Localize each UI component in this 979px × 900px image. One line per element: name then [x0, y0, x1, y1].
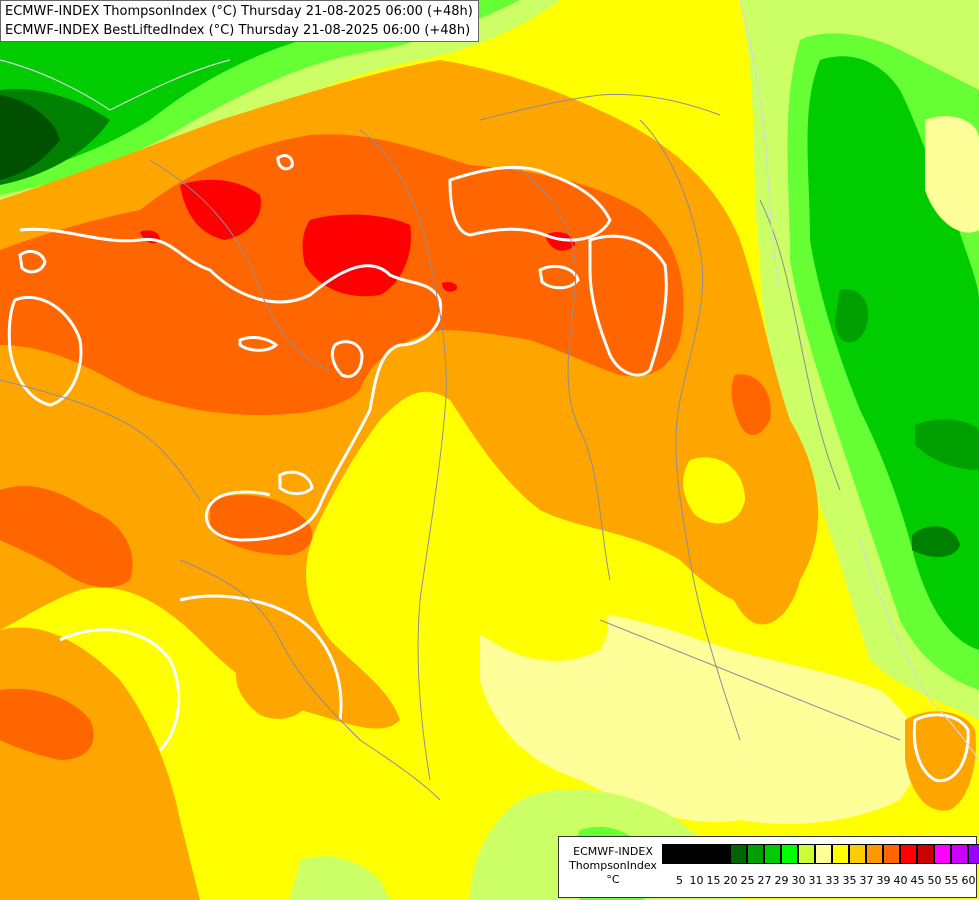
field-red-2 — [302, 214, 411, 297]
map-title-bestlifted: ECMWF-INDEX BestLiftedIndex (°C) Thursda… — [5, 23, 471, 38]
legend-swatch — [798, 844, 815, 864]
legend-tick-label: 60 — [961, 874, 976, 887]
legend-tick-label: 35 — [842, 874, 857, 887]
legend-tick-label: 30 — [791, 874, 806, 887]
legend-tick-label: 31 — [808, 874, 823, 887]
legend-title: ECMWF-INDEX ThompsonIndex °C — [567, 845, 659, 887]
border-8 — [0, 379, 201, 501]
legend-unit: °C — [606, 873, 620, 886]
legend-tick-label: 50 — [927, 874, 942, 887]
border-3 — [519, 169, 611, 581]
legend-tick-label: 55 — [944, 874, 959, 887]
legend-swatch — [730, 844, 747, 864]
legend-swatch — [713, 844, 730, 864]
legend-swatches — [662, 844, 979, 864]
legend-field: ThompsonIndex — [569, 859, 657, 872]
field-darkest-nw — [0, 95, 60, 180]
field-darkorange-east — [731, 374, 771, 435]
contour-main — [19, 227, 443, 542]
contour-small-4 — [278, 470, 314, 496]
legend-tick-label: 33 — [825, 874, 840, 887]
contour-small-1 — [18, 250, 47, 274]
contour-south-1 — [179, 594, 343, 721]
legend-tick-label: 5 — [676, 874, 683, 887]
legend-swatch — [917, 844, 934, 864]
border-5 — [179, 559, 441, 801]
field-lime-southwest — [290, 856, 390, 900]
legend-swatch — [900, 844, 917, 864]
field-orange-east-blob — [716, 518, 800, 625]
legend-swatch — [781, 844, 798, 864]
border-2 — [359, 129, 447, 781]
legend-swatch — [662, 844, 679, 864]
field-yellow-east-blob — [683, 457, 745, 524]
legend-tick-label: 45 — [910, 874, 925, 887]
coastlines — [0, 0, 979, 761]
legend-swatch — [679, 844, 696, 864]
border-7 — [759, 199, 841, 491]
color-legend: ECMWF-INDEX ThompsonIndex °C 5 10 15 20 25 27… — [558, 836, 979, 898]
contour-south-2 — [59, 628, 181, 752]
coast-2 — [859, 539, 979, 761]
contour-small-3 — [238, 336, 279, 352]
field-darkgreen-east-1 — [835, 289, 869, 343]
legend-swatch — [764, 844, 781, 864]
field-yellow-center — [365, 412, 608, 661]
legend-tick-label: 39 — [876, 874, 891, 887]
legend-swatch — [849, 844, 866, 864]
legend-swatch — [832, 844, 849, 864]
legend-tick-label: 40 — [893, 874, 908, 887]
border-1 — [149, 159, 331, 371]
legend-ticks: 5 10 15 20 25 27 29 30 31 33 35 37 39 40 45 50 55 60 — [671, 874, 977, 887]
border-6 — [599, 619, 901, 741]
legend-tick-label: 37 — [859, 874, 874, 887]
legend-swatch — [951, 844, 968, 864]
country-borders — [0, 93, 901, 801]
map-title-thompson: ECMWF-INDEX ThompsonIndex (°C) Thursday … — [5, 4, 473, 19]
legend-tick-label: 29 — [774, 874, 789, 887]
legend-swatch — [934, 844, 951, 864]
contour-north-loop — [448, 165, 612, 242]
field-paleyellow-south — [480, 609, 918, 824]
contour-small-6 — [276, 154, 294, 171]
field-orange-southeast — [905, 711, 976, 811]
legend-swatch — [968, 844, 979, 864]
field-red-1 — [180, 179, 261, 240]
legend-model: ECMWF-INDEX — [573, 845, 653, 858]
contour-west-loop — [7, 295, 83, 407]
field-darkgreen-east-3 — [912, 526, 960, 557]
coast-3 — [739, 0, 781, 291]
legend-tick-label: 27 — [757, 874, 772, 887]
field-bright-green-nw — [0, 0, 470, 175]
field-darkorange-west — [0, 486, 133, 588]
contour-small-2 — [330, 340, 364, 378]
legend-tick-label: 15 — [706, 874, 721, 887]
field-red-5 — [442, 282, 458, 292]
coast-1 — [0, 59, 231, 111]
field-darkgreen-east-2 — [915, 419, 979, 470]
contour-small-5 — [538, 264, 580, 290]
border-4 — [639, 119, 741, 741]
field-orange-mid — [236, 656, 310, 719]
legend-swatch — [696, 844, 713, 864]
legend-tick-label: 25 — [740, 874, 755, 887]
legend-swatch — [747, 844, 764, 864]
field-yellow-east — [925, 116, 979, 233]
field-darkorange-sw — [0, 688, 94, 760]
legend-tick-label: 20 — [723, 874, 738, 887]
contour-lines — [7, 154, 970, 783]
legend-swatch — [815, 844, 832, 864]
map-title-box: ECMWF-INDEX ThompsonIndex (°C) Thursday … — [0, 0, 479, 42]
legend-swatch — [883, 844, 900, 864]
legend-swatch — [866, 844, 883, 864]
border-9 — [479, 93, 721, 121]
contour-southeast — [912, 713, 970, 783]
legend-tick-label: 10 — [689, 874, 704, 887]
contour-east-loop — [588, 234, 668, 377]
